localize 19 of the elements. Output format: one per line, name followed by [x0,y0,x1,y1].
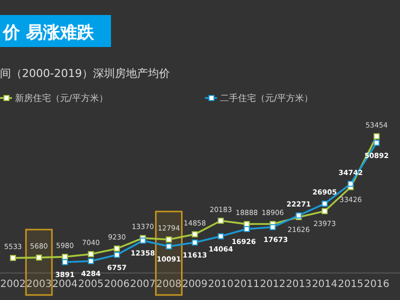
x-tick-label: 2008 [156,279,182,290]
chart-title: 价 易涨难跌 [2,23,95,43]
x-tick-label: 2007 [130,279,156,290]
x-tick-label: 2002 [0,279,26,290]
x-tick-label: 2009 [182,279,208,290]
legend-label: 二手住宅（元/平方米） [220,93,314,104]
x-tick-label: 2011 [234,279,260,290]
x-tick-label: 2003 [26,279,52,290]
x-tick-label: 2006 [104,279,130,290]
x-tick-label: 2014 [312,279,338,290]
x-tick-label: 2004 [52,279,78,290]
x-tick-label: 2012 [260,279,286,290]
legend-label: 新房住宅（元/平方米） [15,93,108,104]
x-tick-label: 2016 [364,279,390,290]
x-tick-label: 2015 [338,279,364,290]
x-tick-label: 2013 [286,279,312,290]
x-tick-label: 2010 [208,279,234,290]
x-tick-label: 2005 [78,279,104,290]
chart-subtitle: 间（2000-2019）深圳房地产均价 [0,67,170,80]
